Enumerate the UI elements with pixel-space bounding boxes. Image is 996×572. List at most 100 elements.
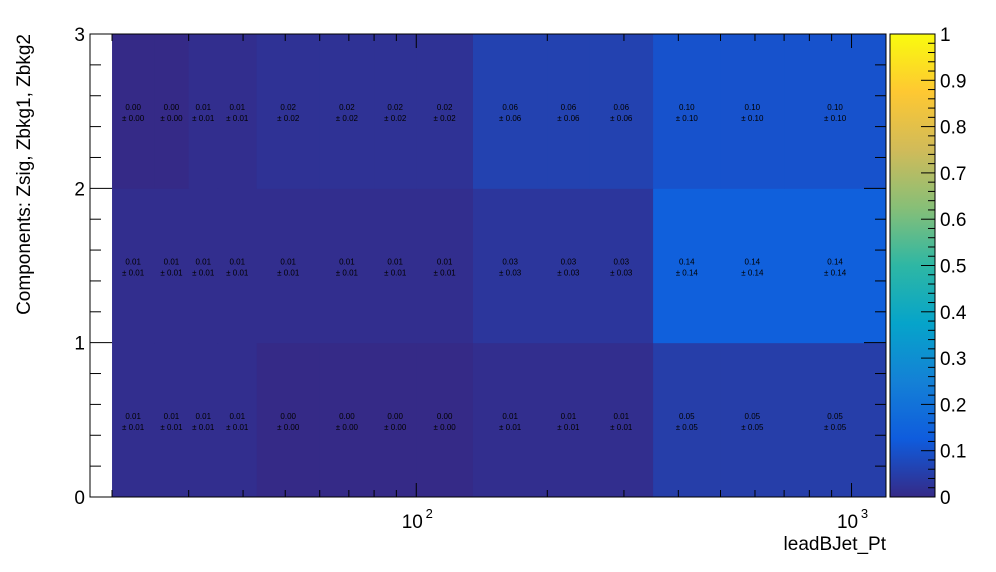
cell-error-label: ± 0.01 xyxy=(434,269,457,278)
heatmap-cell xyxy=(256,342,321,498)
cell-value-label: 0.01 xyxy=(164,258,180,267)
plot-frame xyxy=(89,33,887,498)
cell-error-label: ± 0.10 xyxy=(824,114,847,123)
colorbar-tick-label: 0.2 xyxy=(940,395,966,416)
cell-value-label: 0.01 xyxy=(502,412,518,421)
heatmap-cell xyxy=(319,188,375,344)
cell-error-label: ± 0.01 xyxy=(226,114,249,123)
heatmap-cell xyxy=(374,342,417,498)
cell-value-label: 0.05 xyxy=(745,412,761,421)
heatmap-cell xyxy=(720,342,785,498)
heatmap-cell xyxy=(472,188,548,344)
cell-error-label: ± 0.01 xyxy=(557,423,580,432)
cell-value-label: 0.06 xyxy=(613,103,629,112)
heatmap-cell xyxy=(112,342,155,498)
cell-error-label: ± 0.06 xyxy=(499,114,522,123)
heatmap-cell xyxy=(416,34,474,189)
cell-error-label: ± 0.01 xyxy=(226,269,249,278)
heatmap-cell xyxy=(589,342,654,498)
cell-error-label: ± 0.02 xyxy=(434,114,457,123)
cell-error-label: ± 0.03 xyxy=(557,269,580,278)
cell-error-label: ± 0.02 xyxy=(384,114,407,123)
cell-value-label: 0.00 xyxy=(339,412,355,421)
cell-error-label: ± 0.00 xyxy=(122,114,145,123)
cell-value-label: 0.01 xyxy=(387,258,403,267)
heatmap-cell xyxy=(416,342,474,498)
cell-error-label: ± 0.00 xyxy=(384,423,407,432)
y-tick-label: 0 xyxy=(74,488,85,509)
heatmap-cell xyxy=(374,188,417,344)
cell-value-label: 0.00 xyxy=(387,412,403,421)
x-axis: 10 2 10 3 xyxy=(111,34,868,533)
cell-error-label: ± 0.06 xyxy=(610,114,633,123)
heatmap-cell xyxy=(154,342,190,498)
cell-error-label: ± 0.05 xyxy=(741,423,764,432)
cell-value-label: 0.01 xyxy=(195,103,211,112)
cell-value-label: 0.14 xyxy=(745,258,761,267)
heatmap-cell xyxy=(217,342,258,498)
heatmap-cell xyxy=(653,342,722,498)
cell-value-label: 0.00 xyxy=(125,103,141,112)
heatmap-cell xyxy=(784,34,887,189)
heatmap-cell xyxy=(784,342,887,498)
cell-error-label: ± 0.01 xyxy=(499,423,522,432)
heatmap-cell xyxy=(319,342,375,498)
cell-error-label: ± 0.00 xyxy=(277,423,300,432)
colorbar-tick-label: 0.1 xyxy=(940,442,966,463)
cell-value-label: 0.10 xyxy=(679,103,695,112)
heatmap-cell xyxy=(720,34,785,189)
colorbar-tick-label: 0.8 xyxy=(940,118,966,139)
cell-value-label: 0.06 xyxy=(561,103,577,112)
y-tick-label: 3 xyxy=(74,25,85,46)
cell-error-label: ± 0.03 xyxy=(499,269,522,278)
cell-error-label: ± 0.01 xyxy=(122,269,145,278)
cell-error-label: ± 0.14 xyxy=(741,269,764,278)
cell-error-label: ± 0.02 xyxy=(277,114,300,123)
heatmap-cell xyxy=(256,34,321,189)
cell-error-label: ± 0.01 xyxy=(122,423,145,432)
heatmap-cell xyxy=(217,34,258,189)
heatmap-cell xyxy=(589,188,654,344)
cell-value-label: 0.01 xyxy=(195,258,211,267)
heatmap-cell xyxy=(472,34,548,189)
colorbar-tick-label: 1 xyxy=(940,25,951,46)
cell-value-label: 0.01 xyxy=(437,258,453,267)
colorbar-tick-label: 0 xyxy=(940,488,951,509)
cell-value-label: 0.01 xyxy=(164,412,180,421)
cell-error-label: ± 0.02 xyxy=(336,114,359,123)
x-tick-exponent: 3 xyxy=(861,506,868,521)
cell-error-label: ± 0.01 xyxy=(226,423,249,432)
heatmap-cell xyxy=(547,342,590,498)
cell-error-label: ± 0.01 xyxy=(277,269,300,278)
heatmap-cell xyxy=(256,188,321,344)
cell-value-label: 0.01 xyxy=(229,103,245,112)
y-tick-label: 2 xyxy=(74,179,85,200)
colorbar-tick-label: 0.6 xyxy=(940,210,966,231)
heatmap-cell xyxy=(154,188,190,344)
cell-value-label: 0.14 xyxy=(827,258,843,267)
cell-error-label: ± 0.01 xyxy=(192,114,215,123)
cell-value-label: 0.10 xyxy=(827,103,843,112)
cell-labels: 0.01 ± 0.01 0.01 ± 0.01 0.01 ± 0.01 0.01 ± 0.01… xyxy=(122,103,847,432)
cell-value-label: 0.01 xyxy=(125,412,141,421)
cell-value-label: 0.01 xyxy=(613,412,629,421)
cell-error-label: ± 0.10 xyxy=(676,114,699,123)
cell-value-label: 0.02 xyxy=(280,103,296,112)
cell-value-label: 0.05 xyxy=(827,412,843,421)
cell-value-label: 0.00 xyxy=(164,103,180,112)
cell-value-label: 0.00 xyxy=(280,412,296,421)
heatmap-cell xyxy=(784,188,887,344)
colorbar: 0 0.1 0.2 0.3 0.4 0.5 0.6 0.7 0.8 0.9 1 xyxy=(889,25,967,509)
colorbar-tick-label: 0.5 xyxy=(940,257,966,278)
cell-value-label: 0.01 xyxy=(125,258,141,267)
colorbar-tick-label: 0.4 xyxy=(940,303,967,324)
cell-value-label: 0.00 xyxy=(437,412,453,421)
cell-error-label: ± 0.00 xyxy=(160,114,183,123)
cell-error-label: ± 0.03 xyxy=(610,269,633,278)
cell-error-label: ± 0.01 xyxy=(192,269,215,278)
cell-value-label: 0.03 xyxy=(613,258,629,267)
cell-value-label: 0.05 xyxy=(679,412,695,421)
cell-value-label: 0.01 xyxy=(229,412,245,421)
cell-value-label: 0.01 xyxy=(195,412,211,421)
heatmap-cell xyxy=(112,188,155,344)
